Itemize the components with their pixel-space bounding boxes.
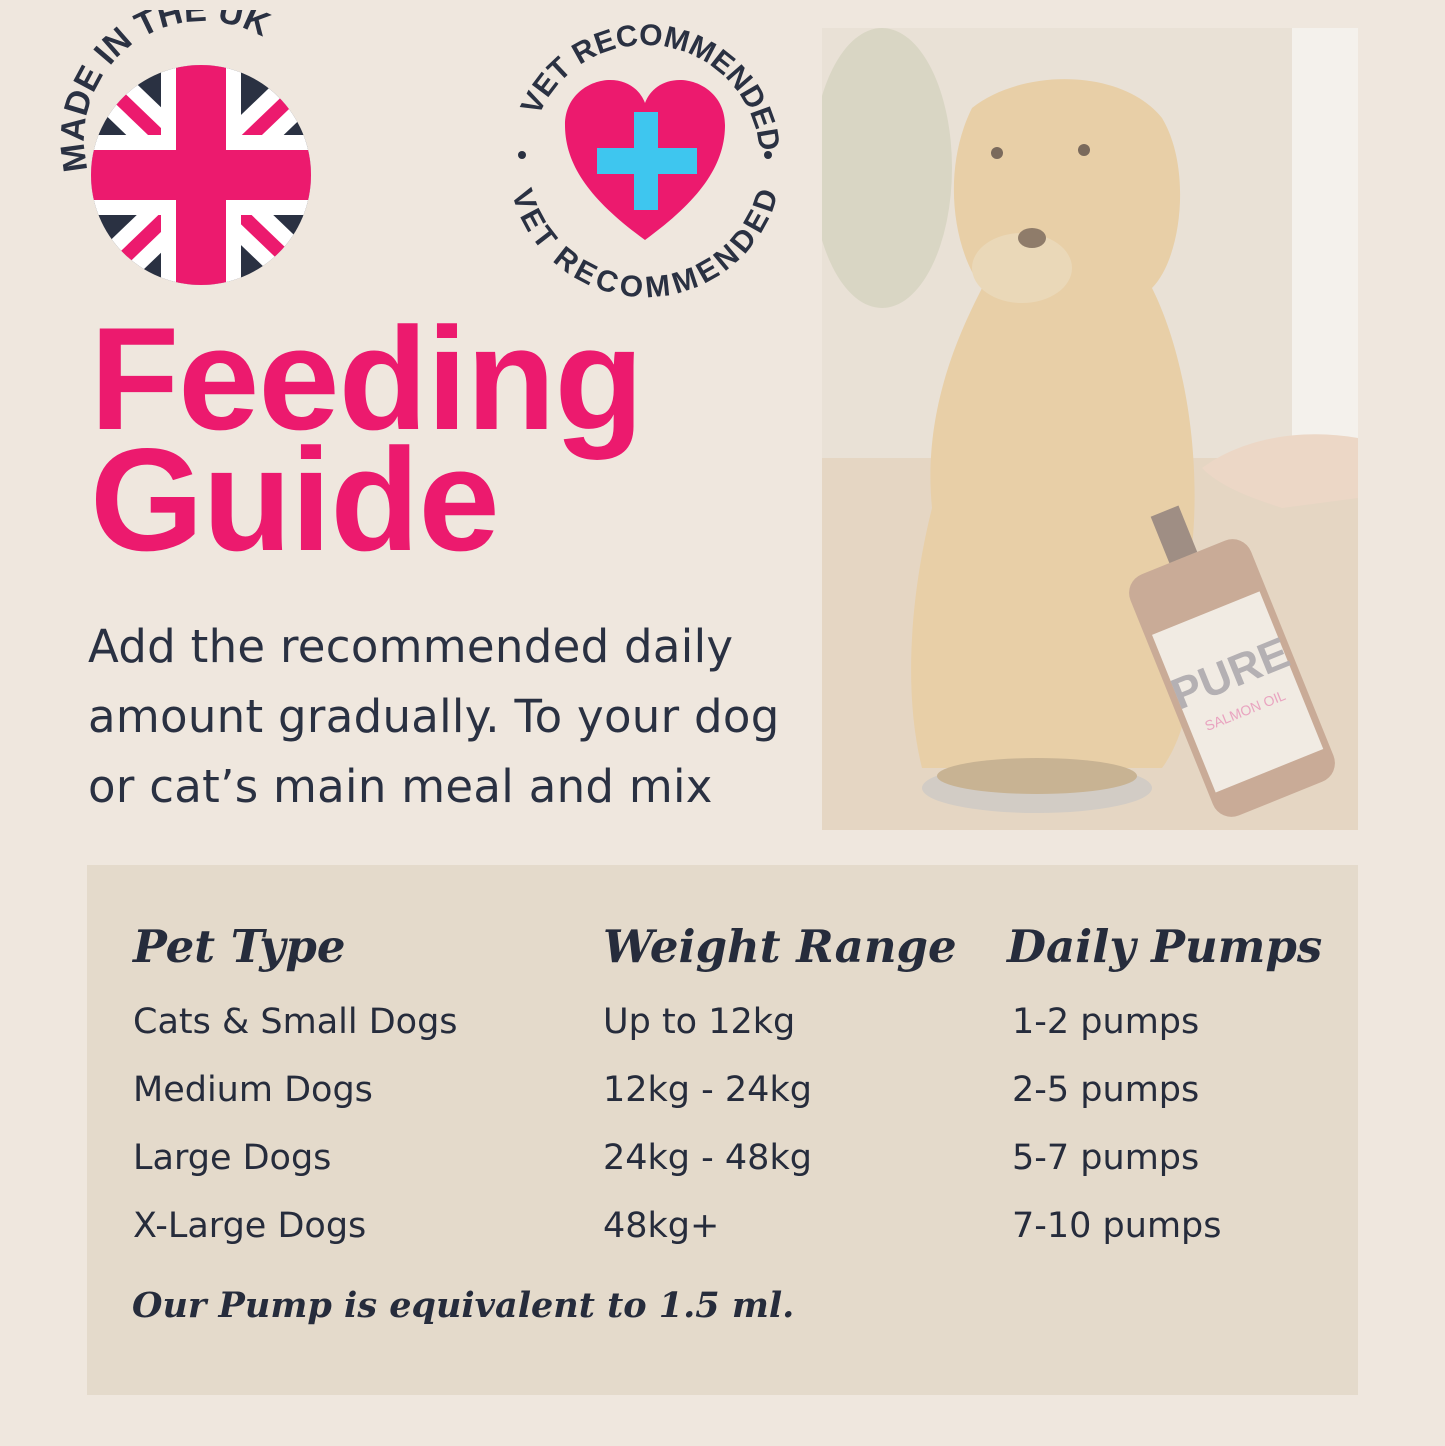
made-in-uk-badge: MADE IN THE UK bbox=[60, 10, 311, 285]
title-line-1: Feeding bbox=[90, 297, 644, 460]
vet-recommended-badge: VET RECOMMENDED VET RECOMMENDED bbox=[505, 19, 786, 305]
hand bbox=[1202, 434, 1358, 508]
pet-type-cell: Cats & Small Dogs bbox=[133, 1002, 458, 1042]
header-daily-pumps: Daily Pumps bbox=[1007, 920, 1323, 973]
weight-range-cell: 48kg+ bbox=[603, 1206, 720, 1246]
weight-range-cell: 12kg - 24kg bbox=[603, 1070, 812, 1110]
pump-footnote: Our Pump is equivalent to 1.5 ml. bbox=[132, 1285, 795, 1326]
pet-type-cell: Large Dogs bbox=[133, 1138, 332, 1178]
medical-cross-icon bbox=[597, 112, 697, 210]
title-line-2: Guide bbox=[90, 418, 500, 581]
pet-type-cell: X-Large Dogs bbox=[133, 1206, 367, 1246]
daily-pumps-cell: 7-10 pumps bbox=[1012, 1206, 1222, 1246]
daily-pumps-cell: 5-7 pumps bbox=[1012, 1138, 1200, 1178]
header-weight-range: Weight Range bbox=[603, 920, 957, 973]
page-title: Feeding Guide bbox=[90, 306, 644, 573]
union-jack-flag-icon bbox=[91, 65, 311, 285]
pet-type-cell: Medium Dogs bbox=[133, 1070, 373, 1110]
daily-pumps-cell: 2-5 pumps bbox=[1012, 1070, 1200, 1110]
header-pet-type: Pet Type bbox=[133, 920, 346, 973]
weight-range-cell: Up to 12kg bbox=[603, 1002, 796, 1042]
weight-range-cell: 24kg - 48kg bbox=[603, 1138, 812, 1178]
daily-pumps-cell: 1-2 pumps bbox=[1012, 1002, 1200, 1042]
intro-text: Add the recommended daily amount gradual… bbox=[88, 620, 780, 813]
salmon-oil-bottle: PURE SALMON OIL bbox=[1129, 505, 1335, 817]
feeding-table: Pet Type Weight Range Daily Pumps Cats &… bbox=[87, 865, 1358, 1395]
dog-with-salmon-oil-photo: PURE SALMON OIL bbox=[822, 28, 1358, 830]
